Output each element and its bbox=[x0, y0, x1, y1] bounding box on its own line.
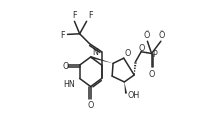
Text: ⁻: ⁻ bbox=[145, 30, 148, 35]
Text: O: O bbox=[158, 30, 165, 39]
Text: N: N bbox=[92, 48, 98, 57]
Polygon shape bbox=[90, 56, 113, 64]
Text: O: O bbox=[139, 44, 145, 53]
Text: P: P bbox=[152, 50, 157, 59]
Text: OH: OH bbox=[128, 90, 140, 99]
Text: ⁻: ⁻ bbox=[160, 30, 163, 35]
Text: O: O bbox=[62, 61, 68, 70]
Polygon shape bbox=[124, 82, 127, 94]
Text: F: F bbox=[88, 11, 93, 20]
Text: HN: HN bbox=[63, 79, 75, 88]
Text: O: O bbox=[144, 30, 150, 39]
Text: O: O bbox=[88, 100, 94, 109]
Text: F: F bbox=[60, 31, 65, 40]
Text: F: F bbox=[72, 11, 77, 20]
Text: O: O bbox=[148, 70, 155, 79]
Text: O: O bbox=[124, 49, 131, 58]
